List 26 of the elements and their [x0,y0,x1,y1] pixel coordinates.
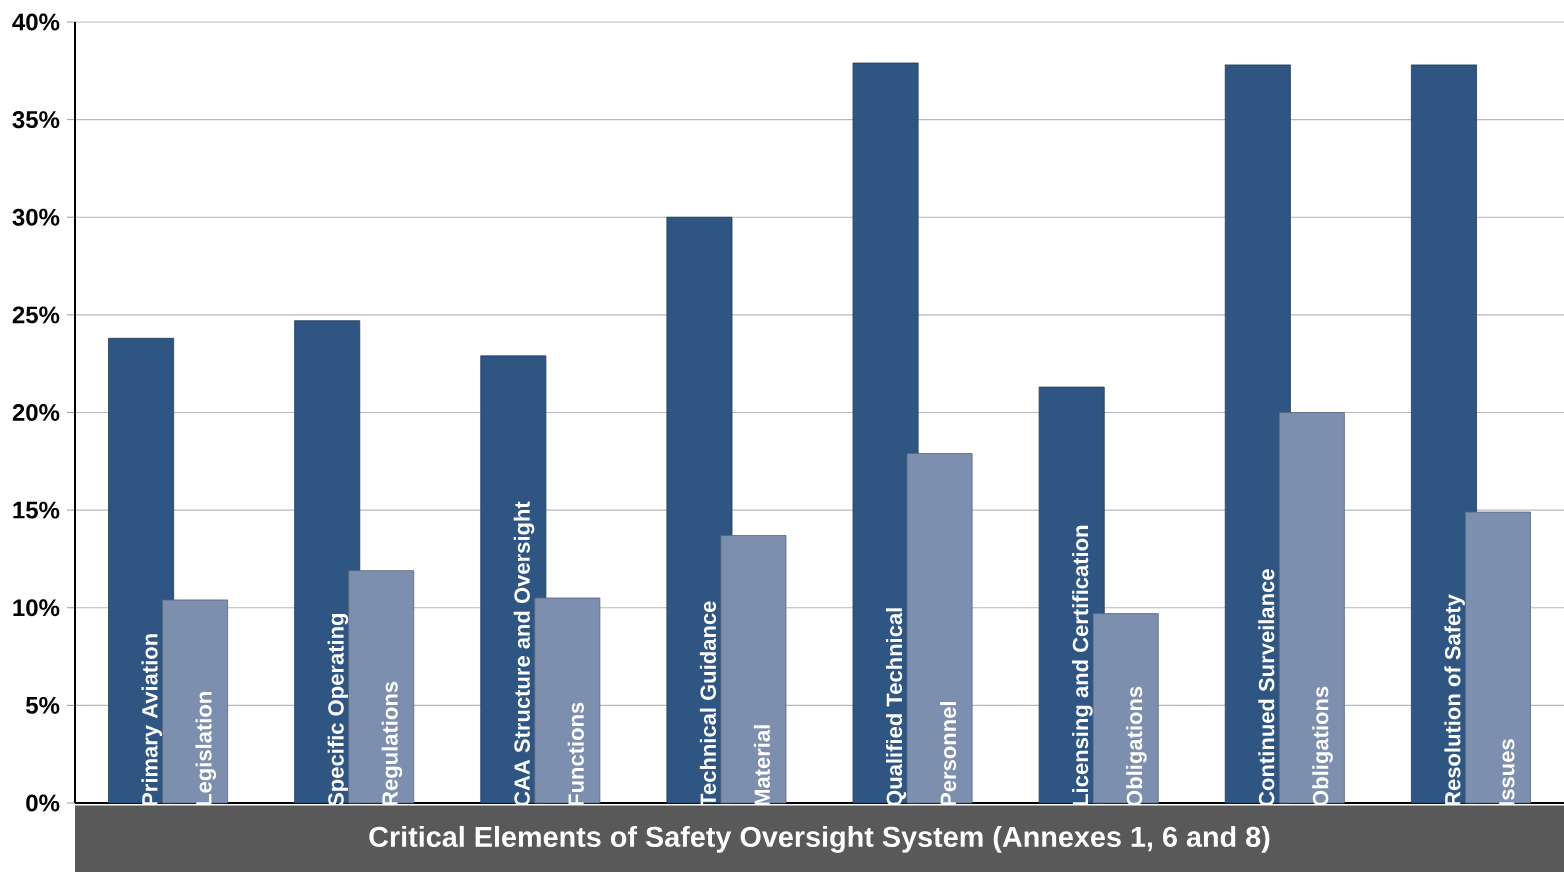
y-tick-label: 5% [26,696,60,714]
bar [906,453,973,804]
category-label: Continued Surveilance Obligations [1258,569,1333,806]
y-tick-label: 20% [12,404,60,421]
bar [162,599,229,804]
y-tick-label: 35% [12,111,60,129]
category-label: Specific Operating Regulations [327,613,403,807]
bar [1410,64,1477,804]
y-tick-label: 25% [12,306,60,324]
category-label: Qualified Technical Personnel [885,608,957,806]
y-tick-label: 15% [13,501,60,519]
y-tick-label: 0% [26,794,60,812]
x-axis-title: Critical Elements of Safety Oversight System (Annexes 1, 6 and 8) [369,825,1270,853]
bar [720,535,787,804]
category-label: Resolution of Safety Issues [1444,594,1515,806]
category-label: Licensing and Certification Obligations [1072,525,1147,806]
y-tick-label: 40% [12,13,60,31]
category-label: Technical Guidance Material [699,601,771,807]
bar [1464,511,1531,804]
bar [852,62,919,804]
y-tick-label: 10% [13,599,60,617]
bar [348,570,415,804]
bar [534,597,601,804]
bar [1092,613,1159,804]
y-tick-label: 30% [12,208,60,226]
bar [1278,412,1345,804]
